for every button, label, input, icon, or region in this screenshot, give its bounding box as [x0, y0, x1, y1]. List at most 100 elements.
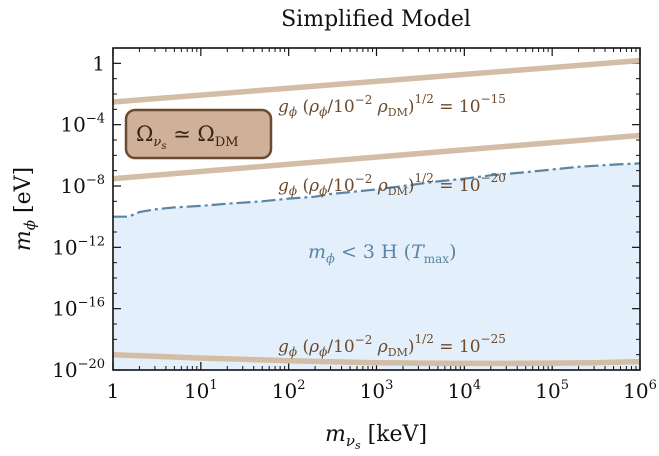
region-m-sub: ϕ [326, 252, 335, 267]
equals-ten: = 10 [434, 176, 481, 196]
region-close: ) [449, 241, 456, 263]
y-label-unit: [eV] [11, 167, 36, 220]
rho-sub: ϕ [319, 105, 327, 119]
x-tick-base: 10 [535, 379, 560, 403]
value-exponent: −25 [481, 332, 506, 346]
x-tick-label: 102 [272, 378, 306, 403]
y-tick-base: 10 [52, 235, 77, 259]
contour-label-1e-15: gϕ (ρϕ/10−2 ρDM)1/2 = 10−15 [278, 92, 506, 119]
y-tick-exponent: −20 [78, 357, 105, 372]
x-tick-base: 10 [184, 379, 209, 403]
x-tick-label: 1 [107, 379, 120, 403]
region-T: T [411, 241, 425, 263]
x-tick-exponent: 1 [209, 378, 217, 393]
rho-sub: ϕ [319, 184, 327, 198]
g-symbol: g [278, 97, 289, 117]
y-tick-label: 10−8 [60, 173, 105, 198]
omega-1: Ω [136, 122, 153, 146]
y-tick-base: 10 [60, 113, 85, 137]
paren-close: ) [408, 337, 415, 357]
value-exponent: −20 [481, 171, 506, 185]
omega-1-sub: ν [153, 135, 161, 150]
power-half: 1/2 [415, 171, 434, 185]
y-tick-base: 1 [92, 51, 105, 75]
paren-open: ( [297, 176, 309, 196]
g-symbol: g [278, 176, 289, 196]
x-tick-label: 103 [360, 378, 394, 403]
y-tick-exponent: −4 [86, 112, 105, 127]
ten-exponent: −2 [355, 172, 373, 186]
region-mid: < 3 H ( [335, 241, 411, 263]
paren-open: ( [297, 337, 309, 357]
g-symbol: g [278, 337, 289, 357]
paren-open: ( [297, 97, 309, 117]
y-tick-base: 10 [52, 358, 77, 382]
coupling-contour-1 [112, 57, 641, 105]
y-tick-exponent: −12 [78, 234, 105, 249]
x-axis-label: mνs [keV] [325, 422, 427, 452]
y-tick-base: 10 [60, 174, 85, 198]
region-T-sub: max [424, 252, 450, 266]
rho-dm-symbol: ρ [377, 337, 388, 357]
x-tick-label: 101 [184, 378, 218, 403]
x-label-unit: [keV] [361, 422, 427, 447]
rho-symbol: ρ [308, 97, 319, 117]
x-label-symbol: m [325, 422, 346, 447]
chart-title: Simplified Model [281, 7, 471, 32]
coupling-contour-3 [112, 351, 641, 367]
x-tick-base: 10 [447, 379, 472, 403]
y-tick-label: 1 [92, 51, 105, 75]
x-tick-label: 104 [447, 378, 481, 403]
y-tick-label: 10−20 [52, 357, 105, 382]
x-tick-exponent: 6 [649, 378, 657, 393]
ten: /10 [327, 97, 354, 117]
equals-ten: = 10 [434, 337, 481, 357]
paren-close: ) [408, 176, 415, 196]
constraint-boundary-curve [113, 162, 641, 218]
region-label: mϕ < 3 H (Tmax) [308, 241, 456, 267]
y-label-sub: ϕ [21, 220, 39, 230]
excluded-region-layer [113, 163, 640, 370]
g-sub: ϕ [289, 184, 297, 198]
ten: /10 [327, 176, 354, 196]
curves-layer [112, 57, 641, 367]
excluded-region-fill [113, 163, 640, 370]
power-half: 1/2 [415, 332, 434, 346]
power-half: 1/2 [415, 92, 434, 106]
rho-sub: ϕ [319, 345, 327, 359]
ten: /10 [327, 337, 354, 357]
contour-label-1e-20: gϕ (ρϕ/10−2 ρDM)1/2 = 10−20 [278, 171, 506, 198]
g-sub: ϕ [289, 105, 297, 119]
rho-symbol: ρ [308, 176, 319, 196]
approx-omega-2: ≃ Ω [166, 122, 214, 146]
y-label-symbol: m [11, 230, 36, 251]
omega-2-sub: DM [215, 135, 239, 150]
ten-exponent: −2 [355, 333, 373, 347]
y-tick-exponent: −8 [86, 173, 105, 188]
x-label-subsub: s [355, 439, 361, 452]
y-tick-base: 10 [52, 297, 77, 321]
rho-dm-sub: DM [388, 185, 408, 198]
x-tick-base: 10 [623, 379, 648, 403]
y-tick-label: 10−4 [60, 112, 105, 137]
x-tick-base: 1 [107, 379, 120, 403]
equals-ten: = 10 [434, 97, 481, 117]
paren-close: ) [408, 97, 415, 117]
x-tick-label: 105 [535, 378, 569, 403]
x-tick-exponent: 4 [473, 378, 481, 393]
y-tick-exponent: −16 [78, 296, 105, 311]
y-tick-label: 10−16 [52, 296, 105, 321]
rho-dm-symbol: ρ [377, 97, 388, 117]
coupling-contour-2 [112, 132, 641, 182]
ten-exponent: −2 [355, 93, 373, 107]
g-sub: ϕ [289, 345, 297, 359]
rho-dm-sub: DM [388, 346, 408, 359]
x-tick-exponent: 2 [297, 378, 305, 393]
value-exponent: −15 [481, 92, 506, 106]
rho-dm-symbol: ρ [377, 176, 388, 196]
region-m: m [308, 241, 326, 263]
x-tick-label: 106 [623, 378, 657, 403]
rho-dm-sub: DM [388, 106, 408, 119]
